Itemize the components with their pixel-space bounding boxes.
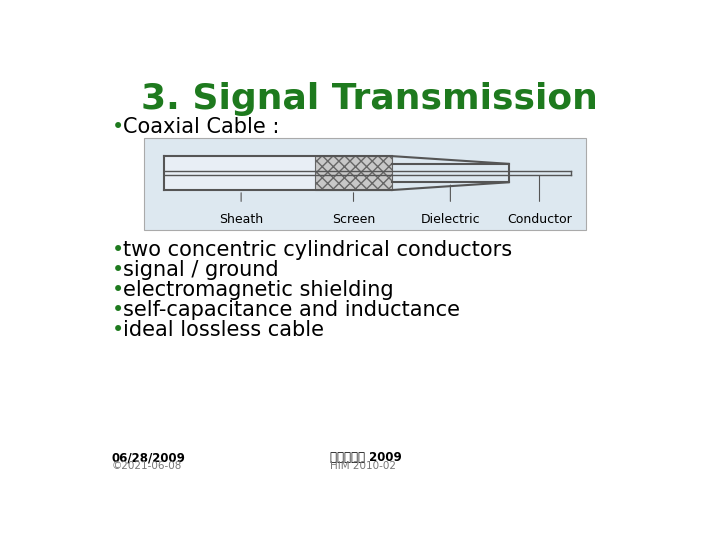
- Text: •: •: [112, 260, 124, 280]
- Bar: [144, 138, 586, 231]
- Text: two concentric cylindrical conductors: two concentric cylindrical conductors: [122, 240, 512, 260]
- Text: self-capacitance and inductance: self-capacitance and inductance: [122, 300, 459, 320]
- Text: 06/28/2009: 06/28/2009: [112, 451, 186, 464]
- Text: •: •: [112, 320, 124, 340]
- Text: Dielectric: Dielectric: [420, 213, 480, 226]
- Text: 3. Signal Transmission: 3. Signal Transmission: [140, 82, 598, 116]
- Text: Sheath: Sheath: [219, 213, 264, 226]
- Text: electromagnetic shielding: electromagnetic shielding: [122, 280, 393, 300]
- Text: HIM 2010-02: HIM 2010-02: [330, 461, 396, 470]
- Text: signal / ground: signal / ground: [122, 260, 278, 280]
- Text: •: •: [112, 300, 124, 320]
- Bar: [315, 156, 392, 190]
- Text: •: •: [112, 117, 124, 137]
- Text: Coaxial Cable :: Coaxial Cable :: [122, 117, 279, 137]
- Text: 핵물리학교 2009: 핵물리학교 2009: [330, 451, 402, 464]
- Text: •: •: [112, 280, 124, 300]
- Bar: [164, 157, 392, 189]
- Text: ideal lossless cable: ideal lossless cable: [122, 320, 323, 340]
- Text: •: •: [112, 240, 124, 260]
- Text: Screen: Screen: [332, 213, 375, 226]
- Text: Conductor: Conductor: [507, 213, 572, 226]
- Text: ©2021-06-08: ©2021-06-08: [112, 461, 182, 470]
